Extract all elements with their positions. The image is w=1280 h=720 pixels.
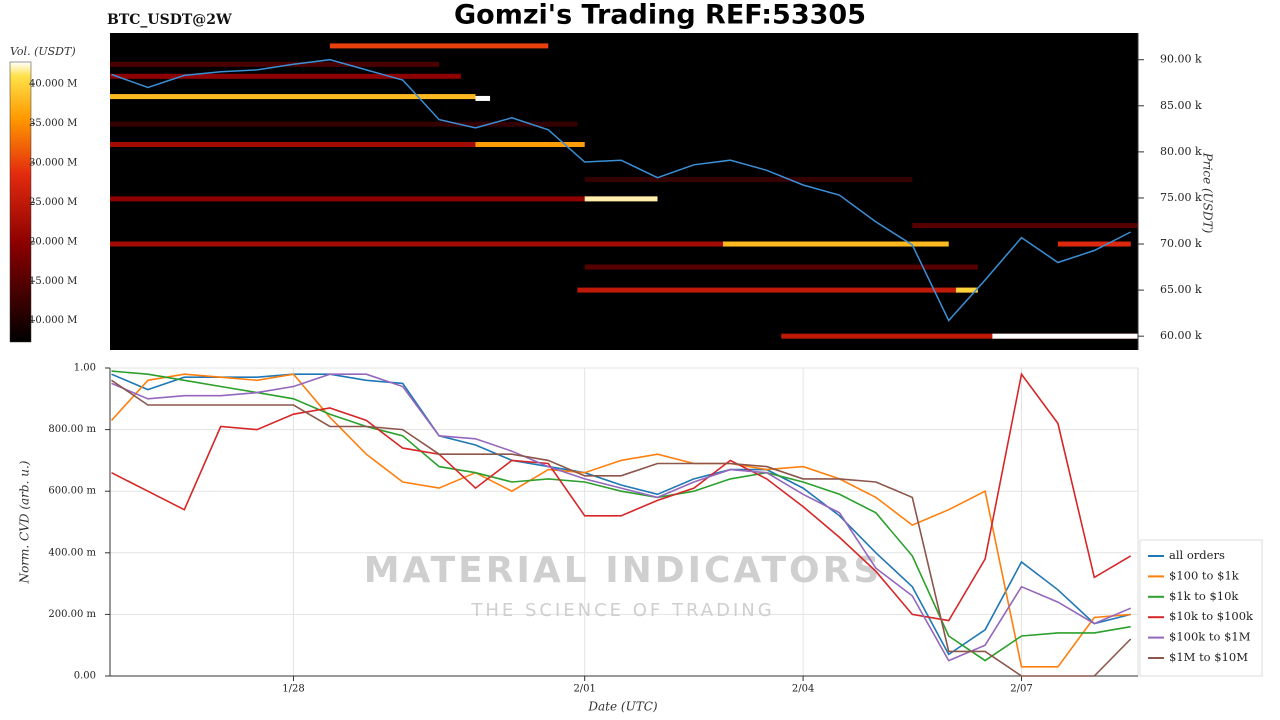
x-tick-label: 2/07 xyxy=(1010,684,1032,695)
colorbar-tick-label: 40.000 M xyxy=(29,79,77,90)
heatmap-cell xyxy=(110,61,440,67)
x-tick-label: 1/28 xyxy=(282,684,304,695)
y-tick-label: 80.00 k xyxy=(1160,145,1202,158)
colorbar-label: Vol. (USDT) xyxy=(10,45,76,58)
colorbar-tick-label: 25.000 M xyxy=(29,197,77,208)
chart-title: Gomzi's Trading REF:53305 xyxy=(454,0,866,31)
heatmap-cell xyxy=(110,94,476,100)
heatmap-cell xyxy=(584,177,913,183)
series-line xyxy=(111,373,1132,662)
colorbar-tick-label: 20.000 M xyxy=(29,236,77,247)
series-line xyxy=(111,370,1131,662)
heatmap-cell xyxy=(329,43,549,49)
y-tick-label: 60.00 k xyxy=(1160,329,1202,342)
colorbar-tick-label: 15.000 M xyxy=(29,276,77,287)
heatmap-cell xyxy=(110,121,578,127)
series-line xyxy=(110,373,1131,668)
heatmap-cell xyxy=(1057,241,1131,247)
heatmap-cell xyxy=(577,287,978,293)
legend-label: $1M to $10M xyxy=(1169,650,1248,664)
series-line xyxy=(111,379,1132,677)
heatmap-cell xyxy=(912,223,1138,229)
series-line xyxy=(111,372,1132,622)
x-tick-label: 2/04 xyxy=(792,684,814,695)
y-tick-label: 800.00 m xyxy=(48,424,96,435)
price-line xyxy=(111,58,1132,322)
y-tick-label: 90.00 k xyxy=(1160,53,1202,66)
y-tick-label: 85.00 k xyxy=(1160,99,1202,112)
legend-label: $10k to $100k xyxy=(1169,609,1254,623)
heatmap-cell xyxy=(584,264,978,270)
legend-label: $100k to $1M xyxy=(1169,630,1251,644)
legend-label: all orders xyxy=(1169,548,1225,562)
y-tick-label: 0.00 xyxy=(74,671,96,682)
subtitle: BTC_USDT@2W xyxy=(107,12,232,28)
y-tick-label: 1.00 xyxy=(74,363,96,374)
heatmap-cell xyxy=(723,241,949,247)
watermark: THE SCIENCE OF TRADING xyxy=(470,600,774,621)
colorbar xyxy=(9,61,32,343)
watermark: MATERIAL INDICATORS xyxy=(364,550,883,591)
heatmap-cell xyxy=(475,142,585,148)
colorbar-tick-label: 10.000 M xyxy=(29,315,77,326)
heatmap-cell xyxy=(110,241,949,247)
y-tick-label: 70.00 k xyxy=(1160,237,1202,250)
colorbar-tick-label: 30.000 M xyxy=(29,157,77,168)
heatmap-cell xyxy=(955,287,978,293)
legend-label: $100 to $1k xyxy=(1169,568,1240,582)
y-axis-label: Price (USDT) xyxy=(1201,152,1215,234)
heatmap-cell xyxy=(584,196,658,202)
heatmap-cell xyxy=(475,95,491,101)
y-axis-label: Norm. CVD (arb. u.) xyxy=(18,460,32,584)
heatmap-cell xyxy=(781,333,1138,339)
y-tick-label: 65.00 k xyxy=(1160,283,1202,296)
heatmap-cell xyxy=(110,196,658,202)
colorbar-tick-label: 35.000 M xyxy=(29,118,77,129)
legend xyxy=(1139,539,1263,677)
y-tick-label: 600.00 m xyxy=(48,486,96,497)
legend-label: $1k to $10k xyxy=(1169,589,1239,603)
y-tick-label: 400.00 m xyxy=(48,547,96,558)
series-line xyxy=(111,373,1131,656)
heatmap-cell xyxy=(110,142,585,148)
y-tick-label: 200.00 m xyxy=(48,609,96,620)
x-tick-label: 2/01 xyxy=(573,684,595,695)
heatmap-cell xyxy=(992,333,1138,339)
heatmap-cell xyxy=(110,73,461,79)
heatmap-background xyxy=(110,33,1138,350)
y-tick-label: 75.00 k xyxy=(1160,191,1202,204)
x-axis-label: Date (UTC) xyxy=(587,700,657,714)
